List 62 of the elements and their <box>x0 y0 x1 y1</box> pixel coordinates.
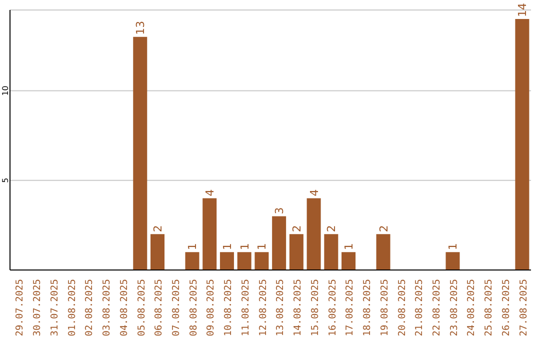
x-tick-label: 29.07.2025 <box>14 279 26 336</box>
x-tick-label: 11.08.2025 <box>240 279 252 336</box>
x-tick-label: 22.08.2025 <box>431 279 442 336</box>
bar <box>306 198 321 270</box>
x-tick-label: 04.08.2025 <box>118 279 130 336</box>
data-label: 4 <box>204 189 217 196</box>
x-tick-label: 27.08.2025 <box>518 279 530 336</box>
bar <box>150 234 164 270</box>
bar <box>237 252 252 270</box>
x-tick-label: 23.08.2025 <box>448 279 460 336</box>
data-label: 14 <box>516 2 530 17</box>
x-tick-label: 10.08.2025 <box>223 279 234 336</box>
x-tick-label: 14.08.2025 <box>292 279 304 336</box>
data-label: 1 <box>186 243 200 250</box>
data-label: 2 <box>151 225 164 232</box>
bar <box>272 216 286 270</box>
data-label: 1 <box>342 243 356 250</box>
x-tick-label: 06.08.2025 <box>154 279 165 336</box>
x-tick-label: 31.07.2025 <box>49 279 60 336</box>
x-tick-label: 08.08.2025 <box>188 279 200 336</box>
bar <box>289 234 304 270</box>
bar <box>342 252 356 270</box>
bar <box>133 36 148 270</box>
bar <box>220 252 234 270</box>
bar <box>202 198 217 270</box>
y-tick-label: 5 <box>1 178 10 183</box>
data-label: 3 <box>273 207 286 214</box>
x-tick-label: 19.08.2025 <box>379 279 390 336</box>
data-label: 1 <box>238 243 252 250</box>
data-label: 4 <box>308 189 321 196</box>
bar <box>185 252 200 270</box>
x-tick-label: 20.08.2025 <box>396 279 408 336</box>
x-tick-label: 01.08.2025 <box>66 279 78 336</box>
x-tick-label: 13.08.2025 <box>275 279 286 336</box>
x-tick-label: 05.08.2025 <box>136 279 148 336</box>
x-tick-label: 21.08.2025 <box>414 279 426 336</box>
data-label: 1 <box>256 243 269 250</box>
bar <box>446 252 460 270</box>
x-tick-label: 09.08.2025 <box>206 279 217 336</box>
x-tick-label: 30.07.2025 <box>32 279 44 336</box>
bar <box>515 18 530 270</box>
x-tick-label: 24.08.2025 <box>466 279 478 336</box>
x-tick-label: 02.08.2025 <box>84 279 96 336</box>
data-label: 2 <box>325 225 338 232</box>
x-tick-label: 12.08.2025 <box>258 279 269 336</box>
y-tick-label: 10 <box>1 86 10 96</box>
bar <box>254 252 269 270</box>
x-tick-label: 25.08.2025 <box>484 279 495 336</box>
x-tick-label: 07.08.2025 <box>170 279 182 336</box>
bar <box>324 234 338 270</box>
x-tick-label: 17.08.2025 <box>344 279 356 336</box>
data-label: 1 <box>446 243 460 250</box>
x-tick-label: 15.08.2025 <box>310 279 321 336</box>
data-label: 2 <box>377 225 390 232</box>
data-label: 1 <box>220 243 234 250</box>
data-label: 2 <box>290 225 304 232</box>
bar <box>376 234 390 270</box>
x-tick-label: 03.08.2025 <box>102 279 113 336</box>
x-tick-label: 16.08.2025 <box>327 279 338 336</box>
data-label: 13 <box>134 20 148 35</box>
x-tick-label: 18.08.2025 <box>362 279 374 336</box>
x-tick-label: 26.08.2025 <box>500 279 512 336</box>
